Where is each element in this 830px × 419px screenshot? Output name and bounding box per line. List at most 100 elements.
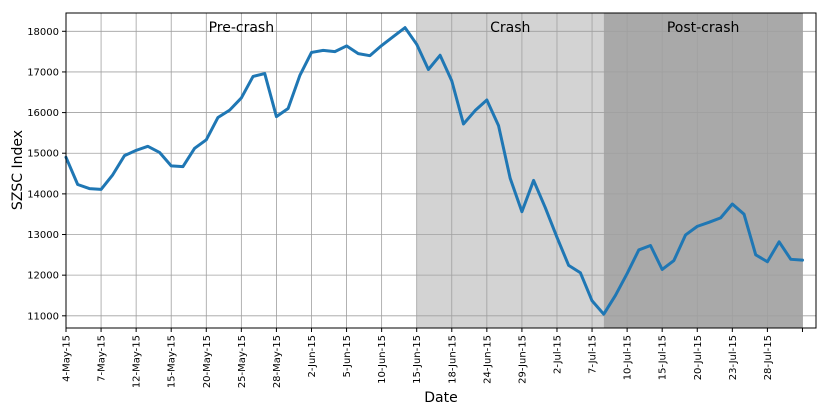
data-point-32 (438, 54, 442, 57)
x-tick-label-11: 18-Jun-15 (447, 335, 458, 384)
data-point-53 (684, 233, 687, 237)
data-point-31 (427, 68, 430, 71)
data-point-13 (216, 116, 220, 119)
y-tick-label-4: 15000 (27, 149, 59, 160)
series-line-0 (64, 26, 804, 316)
x-tick-label-17: 15-Jul-15 (658, 335, 669, 380)
data-point-55 (707, 221, 711, 224)
y-axis: 11000 12000 13000 14000 15000 16000 17000 18000 (27, 27, 66, 322)
region-2 (603, 13, 803, 328)
data-point-29 (403, 26, 407, 29)
data-point-56 (719, 216, 722, 220)
x-tick-label-19: 23-Jul-15 (728, 335, 739, 380)
data-point-15 (240, 96, 243, 100)
data-point-43 (567, 264, 570, 267)
data-point-36 (485, 98, 489, 102)
x-tick-label-1: 7-May-15 (97, 335, 108, 382)
data-point-9 (170, 164, 173, 168)
data-point-14 (228, 108, 231, 112)
data-point-8 (158, 151, 161, 154)
data-point-52 (672, 259, 676, 262)
data-point-51 (660, 268, 664, 271)
series-layer (64, 26, 804, 316)
data-point-40 (532, 179, 535, 182)
y-tick-label-1: 12000 (27, 271, 59, 282)
data-point-6 (134, 149, 138, 152)
data-point-38 (509, 177, 512, 180)
data-point-21 (310, 51, 313, 54)
x-tick-label-12: 24-Jun-15 (482, 335, 493, 384)
data-point-39 (520, 210, 524, 213)
x-tick-label-4: 20-May-15 (202, 335, 213, 388)
x-axis-title: Date (424, 390, 457, 406)
x-axis: 4-May-15 7-May-15 12-May-15 15-May-15 20-May… (62, 328, 803, 388)
data-point-35 (473, 109, 477, 112)
data-point-33 (450, 79, 453, 83)
data-point-5 (123, 154, 126, 157)
data-point-27 (380, 44, 383, 47)
data-point-62 (789, 258, 792, 261)
data-point-7 (146, 145, 150, 148)
data-point-60 (766, 260, 769, 263)
grid-layer (65, 13, 816, 328)
data-point-34 (462, 122, 465, 126)
data-point-2 (88, 187, 91, 190)
region-1 (416, 13, 604, 328)
data-point-22 (321, 49, 325, 52)
data-point-37 (497, 124, 500, 127)
data-point-48 (625, 272, 629, 275)
data-point-16 (251, 75, 255, 78)
data-point-10 (181, 165, 185, 168)
data-point-42 (555, 236, 559, 239)
data-point-23 (333, 50, 337, 53)
data-point-30 (415, 43, 418, 46)
y-tick-label-5: 16000 (27, 108, 59, 119)
data-point-49 (637, 248, 641, 252)
y-tick-label-6: 17000 (27, 67, 59, 78)
region-label-0: Pre-crash (209, 20, 275, 36)
data-point-63 (801, 258, 804, 262)
data-point-45 (590, 299, 594, 302)
data-point-20 (298, 74, 301, 77)
data-point-25 (357, 52, 360, 55)
data-point-11 (193, 147, 196, 150)
x-tick-label-14: 2-Jul-15 (552, 335, 563, 374)
data-point-28 (392, 35, 395, 38)
data-point-41 (544, 206, 547, 209)
x-tick-label-13: 29-Jun-15 (517, 335, 528, 384)
y-tick-label-0: 11000 (27, 311, 59, 322)
x-tick-label-3: 15-May-15 (167, 335, 178, 388)
data-point-58 (742, 212, 746, 216)
data-point-1 (76, 183, 79, 186)
x-tick-label-15: 7-Jul-15 (588, 335, 599, 374)
y-tick-label-7: 18000 (27, 27, 59, 38)
x-tick-label-5: 25-May-15 (237, 335, 248, 388)
data-point-19 (286, 107, 290, 110)
data-point-44 (579, 271, 582, 274)
data-point-4 (111, 173, 114, 176)
x-tick-label-9: 10-Jun-15 (377, 335, 388, 384)
region-label-1: Crash (490, 20, 530, 36)
y-tick-label-3: 14000 (27, 189, 59, 200)
x-tick-label-20: 28-Jul-15 (763, 335, 774, 380)
data-point-26 (368, 54, 372, 57)
data-point-59 (754, 253, 757, 257)
x-tick-label-7: 2-Jun-15 (307, 335, 318, 378)
data-point-57 (731, 202, 734, 206)
data-point-54 (696, 225, 699, 228)
region-label-2: Post-crash (667, 20, 740, 36)
data-point-61 (777, 240, 781, 244)
data-point-50 (649, 244, 652, 247)
x-tick-label-0: 4-May-15 (62, 335, 73, 382)
y-axis-title: SZSC Index (10, 130, 26, 210)
data-point-18 (275, 115, 278, 118)
data-point-3 (99, 188, 103, 191)
data-point-47 (614, 294, 617, 297)
plot-frame (65, 12, 817, 329)
y-tick-label-2: 13000 (27, 230, 59, 241)
x-tick-label-10: 15-Jun-15 (412, 335, 423, 384)
x-tick-label-16: 10-Jul-15 (623, 335, 634, 380)
data-point-17 (263, 72, 266, 75)
